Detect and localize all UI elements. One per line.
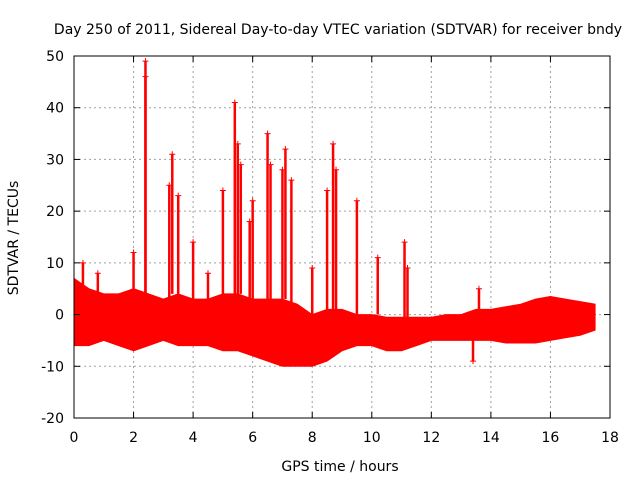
data-point <box>309 265 316 272</box>
y-tick-label: 50 <box>46 49 64 65</box>
x-tick-label: 8 <box>308 430 317 446</box>
data-point <box>142 58 149 65</box>
y-tick-label: -20 <box>41 411 64 427</box>
data-point <box>166 182 173 189</box>
data-point <box>470 358 477 365</box>
y-tick-label: -10 <box>41 359 64 375</box>
x-tick-label: 2 <box>129 430 138 446</box>
y-tick-label: 40 <box>46 101 64 117</box>
data-point <box>142 73 149 80</box>
y-tick-label: 20 <box>46 204 64 220</box>
x-tick-label: 16 <box>542 430 560 446</box>
data-point <box>175 192 182 199</box>
data-point <box>169 151 176 158</box>
data-layer <box>73 58 596 367</box>
data-point <box>246 218 253 225</box>
x-tick-label: 12 <box>422 430 440 446</box>
data-point <box>205 270 211 277</box>
y-axis-label: SDTVAR / TECUs <box>6 181 22 296</box>
grid <box>74 56 610 418</box>
x-axis-label: GPS time / hours <box>281 459 398 475</box>
data-point <box>190 239 197 246</box>
data-point <box>353 197 360 204</box>
data-point <box>234 140 241 147</box>
data-point <box>279 166 286 173</box>
data-point <box>249 197 256 204</box>
data-point <box>333 166 340 173</box>
y-tick-label: 0 <box>55 308 64 324</box>
x-tick-label: 10 <box>363 430 381 446</box>
data-point <box>475 285 482 292</box>
tick-labels: 0 2 4 6 8 10 12 14 16 18 -20 -10 0 10 20 30 40 50 <box>41 49 619 446</box>
data-band <box>73 277 596 367</box>
data-point <box>267 161 274 168</box>
data-point <box>231 99 238 106</box>
axes <box>73 55 611 419</box>
data-point <box>94 270 101 277</box>
x-tick-label: 18 <box>601 430 619 446</box>
plot-frame <box>73 55 611 419</box>
data-point <box>237 161 244 168</box>
data-point <box>374 254 381 261</box>
chart-title: Day 250 of 2011, Sidereal Day-to-day VTE… <box>54 22 622 38</box>
data-point <box>79 259 86 266</box>
data-point <box>288 177 295 184</box>
x-tick-label: 4 <box>189 430 198 446</box>
data-point <box>401 239 408 246</box>
x-tick-label: 6 <box>248 430 257 446</box>
y-tick-label: 30 <box>46 152 64 168</box>
data-point <box>404 265 411 272</box>
data-point <box>324 187 331 194</box>
data-point <box>219 187 226 194</box>
data-point <box>330 140 337 147</box>
x-tick-label: 14 <box>482 430 500 446</box>
y-tick-label: 10 <box>46 256 64 272</box>
data-point <box>264 130 271 137</box>
data-point <box>130 249 137 256</box>
x-tick-label: 0 <box>70 430 79 446</box>
data-point <box>282 146 289 153</box>
data-point <box>547 296 554 303</box>
